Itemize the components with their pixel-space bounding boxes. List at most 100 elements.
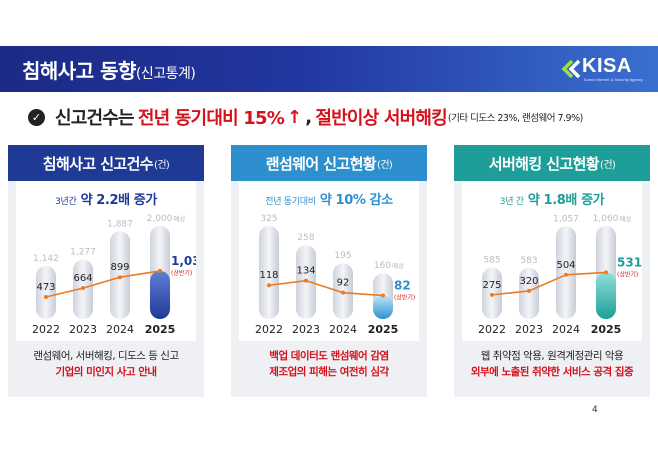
annual-label: 585 [483,256,500,266]
half-year-note: (상반기) [171,269,192,277]
trend-point [527,288,531,293]
trend-point [267,283,271,288]
estimate-note: 예상 [392,261,404,270]
estimate-note: 예상 [173,214,185,223]
panel-server-hacking: 서버해킹 신고현황 (건) 3년 간 약 1.8배 증가 585 2022 583 20… [454,145,650,397]
half-label: 899 [110,262,129,273]
bar-chart: 585 2022 583 2023 1,057 2024 1,060예상 2025 275 320… [478,214,642,336]
half-label-highlight: 82 [394,279,411,293]
trend-point [604,270,608,275]
chart-area: 3년간 약 2.2배 증가 1,142 2022 1,277 2023 1,887 202… [16,181,196,341]
annual-label: 1,057 [553,214,579,224]
kisa-logo: KISA Korea Internet & Security Agency [560,55,643,83]
header-band: 침해사고 동향(신고통계) KISA Korea Internet & Secu… [0,46,658,92]
panel-footer: 랜섬웨어, 서버해킹, 디도스 등 신고 기업의 미인지 사고 안내 [8,348,204,380]
half-label: 504 [556,260,575,271]
half-label-highlight: 1,034 [171,254,196,268]
page-title: 침해사고 동향(신고통계) [22,55,196,84]
panel-title: 서버해킹 신고현황 [488,154,600,173]
x-tick-label: 2024 [552,323,580,336]
half-label: 92 [337,278,350,289]
summary-lead: 3년간 [55,197,77,207]
x-tick-label: 2023 [515,323,543,336]
bar-annual [110,231,130,319]
panel-title: 침해사고 신고건수 [42,154,154,173]
x-tick-label: 2025 [368,323,399,336]
logo-subtext: Korea Internet & Security Agency [584,77,643,82]
footer-line-1: 백업 데이터도 랜섬웨어 감염 [269,350,389,362]
annual-label: 583 [520,256,537,266]
half-label: 473 [36,282,55,293]
panel-ransomware: 랜섬웨어 신고현황 (건) 전년 동기대비 약 10% 감소 325 2022 258… [231,145,427,397]
panel-title: 랜섬웨어 신고현황 [265,154,377,173]
x-tick-label: 2023 [292,323,320,336]
x-tick-label: 2022 [32,323,60,336]
half-year-note: (상반기) [617,270,638,278]
panel-footer: 웹 취약점 악용, 원격계정관리 악용 외부에 노출된 취약한 서비스 공격 집… [454,348,650,380]
panel-total-reports: 침해사고 신고건수 (건) 3년간 약 2.2배 증가 1,142 2022 1,27… [8,145,204,397]
x-tick-label: 2023 [69,323,97,336]
page-number: 4 [592,405,598,415]
footer-line-2: 제조업의 피해는 여전히 심각 [269,366,389,378]
annual-label: 1,060예상 [593,214,632,224]
trend-line [268,279,384,297]
bar-half-highlight [150,270,170,319]
footer-line-1: 웹 취약점 악용, 원격계정관리 악용 [480,350,624,362]
bar-annual [519,267,539,319]
bar-annual [36,265,56,319]
x-tick-label: 2022 [478,323,506,336]
trend-point [341,290,345,295]
bar-half-highlight [373,295,393,319]
half-label: 664 [73,273,92,284]
headline-note: (기타 디도스 23%, 랜섬웨어 7.9%) [447,113,583,124]
trend-point [158,268,162,273]
bar-chart: 325 2022 258 2023 195 2024 160예상 2025 118 134 92 82… [255,214,415,336]
panel-header: 랜섬웨어 신고현황 (건) [231,145,427,181]
headline-highlight-1: 전년 동기대비 15% [137,108,285,129]
chart-summary: 3년간 약 2.2배 증가 [16,189,196,208]
annual-label: 1,142 [33,254,59,264]
headline-highlight-2: 절반이상 서버해킹 [315,108,447,129]
bar-annual [556,226,576,319]
annual-label: 325 [260,214,277,224]
trend-line [491,271,607,296]
trend-point [118,275,122,280]
summary-value: 약 10% 감소 [319,193,393,208]
bar-annual [259,226,279,319]
bar-half-highlight [596,272,616,319]
half-label: 134 [296,266,315,277]
summary-lead: 전년 동기대비 [265,197,316,207]
kisa-chevron-icon [561,59,581,79]
trend-point [44,295,48,300]
panel-header: 서버해킹 신고현황 (건) [454,145,650,181]
half-label-highlight: 531 [617,255,642,269]
estimate-note: 예상 [619,214,631,223]
x-tick-label: 2022 [255,323,283,336]
footer-line-1: 랜섬웨어, 서버해킹, 디도스 등 신고 [33,350,179,362]
page-title-sub: (신고통계) [135,66,196,82]
half-label: 275 [482,280,501,291]
check-circle-icon: ✓ [28,108,45,126]
trend-line [45,270,161,298]
summary-value: 약 2.2배 증가 [80,193,158,208]
summary-value: 약 1.8배 증가 [527,193,605,208]
annual-label: 2,000예상 [147,214,186,224]
trend-point [490,292,494,297]
annual-label: 1,277 [70,248,96,258]
chart-summary: 3년 간 약 1.8배 증가 [462,189,642,208]
panel-unit: (건) [154,159,170,171]
annual-label: 1,887 [107,219,133,229]
panel-unit: (건) [377,159,393,171]
trend-point [564,272,568,277]
panel-header: 침해사고 신고건수 (건) [8,145,204,181]
summary-lead: 3년 간 [499,197,524,207]
bar-chart: 1,142 2022 1,277 2023 1,887 2024 2,000예상 2025 47… [32,214,196,336]
chart-area: 3년 간 약 1.8배 증가 585 2022 583 2023 1,057 2024 1,… [462,181,642,341]
half-label: 118 [259,270,278,281]
logo-text: KISA [582,55,632,77]
page-title-main: 침해사고 동향 [22,59,136,83]
x-tick-label: 2025 [591,323,622,336]
panel-footer: 백업 데이터도 랜섬웨어 감염 제조업의 피해는 여전히 심각 [231,348,427,380]
chart-area: 전년 동기대비 약 10% 감소 325 2022 258 2023 195 2024 16… [239,181,419,341]
half-year-note: (상반기) [394,294,415,302]
